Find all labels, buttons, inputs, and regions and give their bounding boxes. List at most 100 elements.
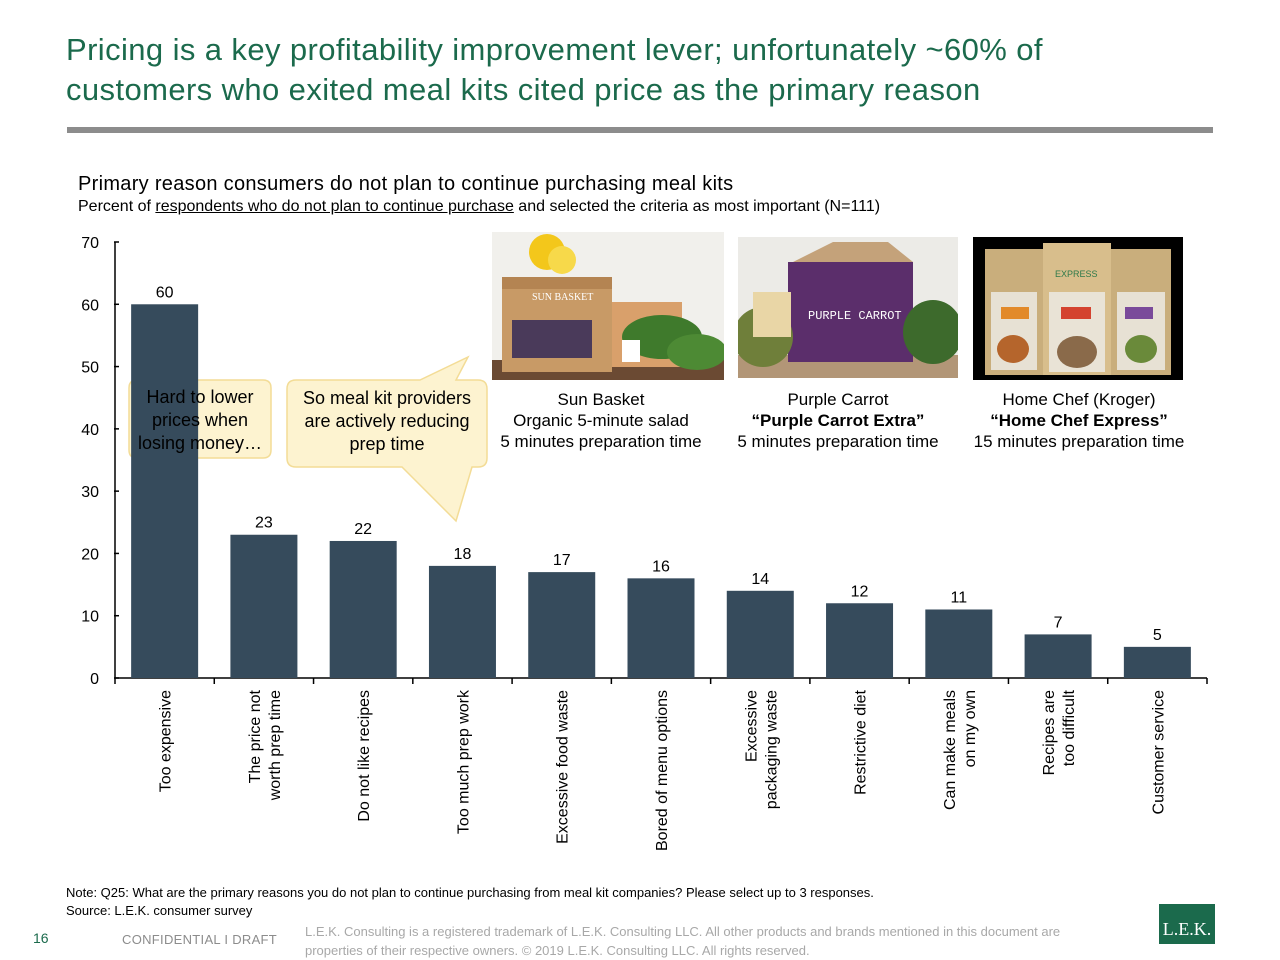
home-chef-prep-time: 15 minutes preparation time [973,432,1185,451]
bar [528,572,596,678]
lek-logo: L.E.K. [1159,904,1215,944]
category-label: Too expensive [158,690,175,792]
category-label: Customer service [1150,690,1167,815]
bar [627,578,695,678]
purple-carrot-caption: Purple Carrot “Purple Carrot Extra” 5 mi… [718,389,958,452]
category-label-line: Recipes are [1041,690,1058,775]
bar-value-label: 12 [851,583,869,600]
category-label-line: Can make meals [942,690,959,810]
legal-disclaimer: L.E.K. Consulting is a registered tradem… [305,922,1155,960]
category-label-line: Excessive [743,690,760,762]
home-chef-product: “Home Chef Express” [990,411,1168,430]
category-label: Bored of menu options [654,690,671,851]
category-label-line: packaging waste [763,690,780,809]
y-tick-label: 60 [81,297,99,314]
category-label-line: Customer service [1150,690,1167,815]
home-chef-name: Home Chef (Kroger) [1002,390,1156,409]
chart-subtitle: Primary reason consumers do not plan to … [78,173,734,195]
category-label-line: The price not [247,689,264,783]
sun-basket-box-text: SUN BASKET [532,292,593,303]
home-chef-caption: Home Chef (Kroger) “Home Chef Express” 1… [959,389,1199,452]
bar [726,590,794,678]
bar-value-label: 11 [951,589,968,606]
purple-carrot-name: Purple Carrot [787,390,889,409]
callout-right-bubble [286,355,488,523]
labels-layer: 60 Too expensive 23 The price not worth prep… [156,284,1168,851]
callout-right-line-3: prep time [349,434,425,454]
title-line-2: customers who exited meal kits cited pri… [66,72,981,107]
bar-value-label: 5 [1153,627,1162,644]
y-tick-label: 30 [81,484,99,501]
category-label-line: on my own [962,690,979,767]
home-chef-image: EXPRESS [973,237,1183,380]
confidential-label: CONFIDENTIAL I DRAFT [122,932,278,947]
bar-value-label: 14 [751,571,769,588]
legal-line-1: L.E.K. Consulting is a registered tradem… [305,924,1061,939]
chart-description: Percent of respondents who do not plan t… [78,198,880,216]
bar [925,609,993,678]
callout-right-line-2: are actively reducing [304,411,470,431]
category-label-line: Do not like recipes [356,690,373,822]
lek-logo-text: L.E.K. [1162,919,1212,939]
category-label: Can make meals on my own [942,690,979,810]
bar-value-label: 22 [354,521,372,538]
category-label: Recipes are too difficult [1041,689,1078,775]
sun-basket-product: Organic 5-minute salad [513,411,689,430]
category-label-line: Too expensive [158,690,175,792]
y-tick-label: 20 [81,546,99,563]
bar [1024,634,1092,678]
description-underlined: respondents who do not plan to continue … [155,198,514,215]
y-tick-label: 70 [81,235,99,252]
purple-carrot-box-text: PURPLE CARROT [808,309,902,323]
purple-carrot-image: PURPLE CARROT [738,237,958,378]
title-divider [67,127,1213,133]
category-label: Excessive food waste [555,690,572,844]
bar-value-label: 60 [156,284,174,301]
bar [826,603,894,678]
category-label: Excessive packaging waste [743,690,780,809]
callout-right-line-1: So meal kit providers [302,388,472,408]
bar-value-label: 18 [454,546,472,563]
chart-source: Source: L.E.K. consumer survey [66,903,253,918]
sun-basket-caption: Sun Basket Organic 5-minute salad 5 minu… [481,389,721,452]
y-tick-label: 40 [81,422,99,439]
description-pre: Percent of [78,198,156,215]
category-label: Do not like recipes [356,690,373,822]
sun-basket-illustration: SUN BASKET [492,232,724,380]
bar [230,534,298,678]
callout-left-text: Hard to lower prices when losing money… [129,386,271,455]
callout-left-line-2: prices when [151,410,249,430]
home-chef-illustration: EXPRESS [973,237,1183,380]
sun-basket-prep-time: 5 minutes preparation time [500,432,702,451]
bar [329,540,397,678]
description-post: and selected the criteria as most import… [513,198,881,215]
bar-value-label: 16 [652,558,670,575]
category-label: Too much prep work [455,689,472,834]
title-line-1: Pricing is a key profitability improveme… [66,32,1043,67]
sun-basket-name: Sun Basket [557,390,645,409]
category-label: The price not worth prep time [247,689,284,801]
home-chef-box-text: EXPRESS [1055,269,1098,279]
sun-basket-image: SUN BASKET [492,232,724,380]
purple-carrot-product: “Purple Carrot Extra” [751,411,925,430]
bar [131,304,199,678]
purple-carrot-prep-time: 5 minutes preparation time [737,432,939,451]
callout-left-line-1: Hard to lower [146,387,254,407]
legal-line-2: properties of their respective owners. ©… [305,943,810,958]
page-number: 16 [33,930,49,946]
bar-value-label: 23 [255,515,273,532]
category-label-line: Too much prep work [455,689,472,834]
y-tick-label: 50 [81,360,99,377]
bars-layer [131,304,1191,678]
chart-note: Note: Q25: What are the primary reasons … [66,885,874,900]
category-label-line: too difficult [1061,689,1078,766]
callout-right-text: So meal kit providers are actively reduc… [287,387,487,456]
category-label: Restrictive diet [853,689,870,794]
y-tick-label: 0 [90,671,99,688]
bar-value-label: 7 [1054,614,1063,631]
slide-title: Pricing is a key profitability improveme… [66,30,1216,110]
category-label-line: Excessive food waste [555,690,572,844]
category-label-line: Bored of menu options [654,690,671,851]
category-label-line: worth prep time [267,690,284,801]
bar [1123,646,1191,678]
